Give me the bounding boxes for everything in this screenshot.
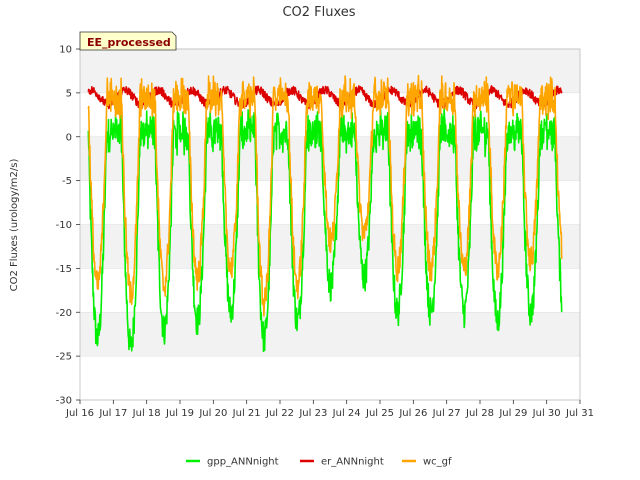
y-tick-label: -15 (56, 264, 72, 275)
x-tick-label: Jul 20 (198, 408, 227, 419)
x-tick-label: Jul 31 (565, 408, 594, 419)
y-tick-label: -5 (62, 176, 72, 187)
x-tick-label: Jul 19 (165, 408, 194, 419)
x-axis: Jul 16 Jul 17 Jul 18 Jul 19 Jul 20 Jul 21 Jul … (65, 400, 594, 419)
legend-label: gpp_ANNnight (207, 457, 279, 468)
legend-label: er_ANNnight (321, 457, 384, 468)
series-lines (87, 74, 563, 353)
x-tick-label: Jul 16 (65, 408, 94, 419)
y-tick-label: 5 (66, 88, 72, 99)
band (80, 312, 580, 357)
x-tick-label: Jul 30 (532, 408, 561, 419)
series-line-wc_gf (87, 74, 563, 317)
x-tick-label: Jul 26 (398, 408, 427, 419)
x-tick-label: Jul 17 (98, 408, 127, 419)
legend: gpp_ANNnight er_ANNnight wc_gf (186, 457, 452, 468)
x-tick-label: Jul 21 (232, 408, 261, 419)
band (80, 356, 580, 400)
x-tick-label: Jul 18 (132, 408, 161, 419)
series-line-gpp_ANNnight (87, 107, 563, 353)
y-tick-label: 0 (66, 132, 72, 143)
y-tick-label: 10 (59, 45, 72, 56)
x-tick-label: Jul 29 (498, 408, 527, 419)
x-tick-label: Jul 25 (365, 408, 394, 419)
x-tick-label: Jul 28 (465, 408, 494, 419)
band (80, 136, 580, 181)
band (80, 49, 580, 93)
y-axis-label: CO2 Fluxes (urology/m2/s) (9, 159, 20, 292)
band (80, 92, 580, 137)
badge-label: EE_processed (87, 36, 171, 49)
chart-title: CO2 Fluxes (282, 5, 355, 20)
x-tick-label: Jul 22 (265, 408, 294, 419)
y-tick-label: -20 (56, 308, 72, 319)
band (80, 180, 580, 225)
y-tick-label: -30 (56, 396, 72, 407)
x-tick-label: Jul 27 (432, 408, 461, 419)
legend-label: wc_gf (423, 457, 452, 468)
y-tick-label: -10 (56, 220, 72, 231)
processed-badge: EE_processed (79, 31, 177, 51)
x-tick-label: Jul 24 (332, 408, 361, 419)
y-tick-label: -25 (56, 352, 72, 363)
x-tick-label: Jul 23 (298, 408, 327, 419)
y-axis: 10 5 0 -5 -10 -15 -20 -25 -30 (56, 45, 80, 407)
